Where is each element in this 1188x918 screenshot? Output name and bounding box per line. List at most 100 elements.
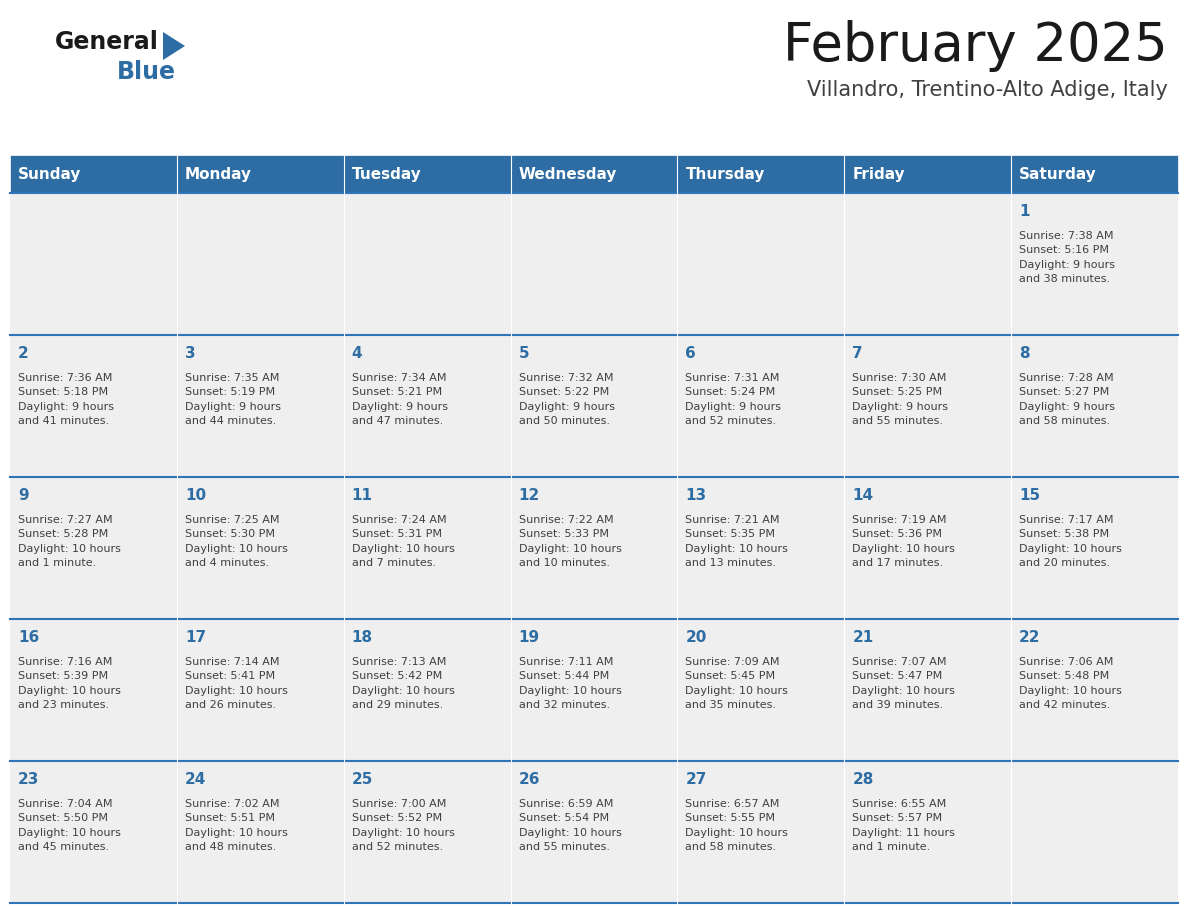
Bar [677,193,845,335]
Text: Sunrise: 7:36 AM
Sunset: 5:18 PM
Daylight: 9 hours
and 41 minutes.: Sunrise: 7:36 AM Sunset: 5:18 PM Dayligh… [18,373,114,426]
Text: 11: 11 [352,487,373,502]
Bar [10,193,177,335]
Text: 8: 8 [1019,345,1030,361]
Text: Sunrise: 7:02 AM
Sunset: 5:51 PM
Daylight: 10 hours
and 48 minutes.: Sunrise: 7:02 AM Sunset: 5:51 PM Dayligh… [185,799,287,852]
Text: Blue: Blue [116,60,176,84]
Text: 2: 2 [18,345,29,361]
Bar [343,619,511,761]
Bar [511,155,677,193]
Bar [511,761,677,903]
Text: Sunrise: 7:34 AM
Sunset: 5:21 PM
Daylight: 9 hours
and 47 minutes.: Sunrise: 7:34 AM Sunset: 5:21 PM Dayligh… [352,373,448,426]
Bar [177,155,343,193]
Text: Sunday: Sunday [18,166,81,182]
Text: 1: 1 [1019,204,1030,218]
Text: Sunrise: 7:38 AM
Sunset: 5:16 PM
Daylight: 9 hours
and 38 minutes.: Sunrise: 7:38 AM Sunset: 5:16 PM Dayligh… [1019,231,1116,285]
Text: Sunrise: 7:22 AM
Sunset: 5:33 PM
Daylight: 10 hours
and 10 minutes.: Sunrise: 7:22 AM Sunset: 5:33 PM Dayligh… [519,515,621,568]
Text: 5: 5 [519,345,529,361]
Text: 10: 10 [185,487,206,502]
Bar [343,193,511,335]
Bar [1011,761,1178,903]
Text: Sunrise: 7:13 AM
Sunset: 5:42 PM
Daylight: 10 hours
and 29 minutes.: Sunrise: 7:13 AM Sunset: 5:42 PM Dayligh… [352,657,455,711]
Text: Saturday: Saturday [1019,166,1097,182]
Text: Sunrise: 7:17 AM
Sunset: 5:38 PM
Daylight: 10 hours
and 20 minutes.: Sunrise: 7:17 AM Sunset: 5:38 PM Dayligh… [1019,515,1121,568]
Bar [845,193,1011,335]
Bar [343,155,511,193]
Bar [677,761,845,903]
Text: Sunrise: 7:35 AM
Sunset: 5:19 PM
Daylight: 9 hours
and 44 minutes.: Sunrise: 7:35 AM Sunset: 5:19 PM Dayligh… [185,373,280,426]
Bar [10,619,177,761]
Bar [677,155,845,193]
Text: 24: 24 [185,771,207,787]
Text: Sunrise: 7:32 AM
Sunset: 5:22 PM
Daylight: 9 hours
and 50 minutes.: Sunrise: 7:32 AM Sunset: 5:22 PM Dayligh… [519,373,614,426]
Text: 13: 13 [685,487,707,502]
Bar [677,335,845,477]
Text: Friday: Friday [852,166,905,182]
Text: 25: 25 [352,771,373,787]
Text: 23: 23 [18,771,39,787]
Bar [177,335,343,477]
Text: 14: 14 [852,487,873,502]
Text: 20: 20 [685,630,707,644]
Text: Sunrise: 7:09 AM
Sunset: 5:45 PM
Daylight: 10 hours
and 35 minutes.: Sunrise: 7:09 AM Sunset: 5:45 PM Dayligh… [685,657,789,711]
Text: Wednesday: Wednesday [519,166,617,182]
Bar [845,155,1011,193]
Text: 15: 15 [1019,487,1041,502]
Text: Sunrise: 7:16 AM
Sunset: 5:39 PM
Daylight: 10 hours
and 23 minutes.: Sunrise: 7:16 AM Sunset: 5:39 PM Dayligh… [18,657,121,711]
Text: 3: 3 [185,345,196,361]
Bar [511,477,677,619]
Text: 9: 9 [18,487,29,502]
Bar [1011,477,1178,619]
Text: Sunrise: 7:11 AM
Sunset: 5:44 PM
Daylight: 10 hours
and 32 minutes.: Sunrise: 7:11 AM Sunset: 5:44 PM Dayligh… [519,657,621,711]
Bar [845,477,1011,619]
Text: Sunrise: 7:07 AM
Sunset: 5:47 PM
Daylight: 10 hours
and 39 minutes.: Sunrise: 7:07 AM Sunset: 5:47 PM Dayligh… [852,657,955,711]
Text: 19: 19 [519,630,539,644]
Text: Tuesday: Tuesday [352,166,422,182]
Text: 12: 12 [519,487,539,502]
Bar [177,477,343,619]
Text: 27: 27 [685,771,707,787]
Text: Sunrise: 6:57 AM
Sunset: 5:55 PM
Daylight: 10 hours
and 58 minutes.: Sunrise: 6:57 AM Sunset: 5:55 PM Dayligh… [685,799,789,852]
Text: Sunrise: 7:14 AM
Sunset: 5:41 PM
Daylight: 10 hours
and 26 minutes.: Sunrise: 7:14 AM Sunset: 5:41 PM Dayligh… [185,657,287,711]
Bar [511,193,677,335]
Text: Monday: Monday [185,166,252,182]
Text: 6: 6 [685,345,696,361]
Text: Thursday: Thursday [685,166,765,182]
Text: Villandro, Trentino-Alto Adige, Italy: Villandro, Trentino-Alto Adige, Italy [807,80,1168,100]
Text: Sunrise: 7:19 AM
Sunset: 5:36 PM
Daylight: 10 hours
and 17 minutes.: Sunrise: 7:19 AM Sunset: 5:36 PM Dayligh… [852,515,955,568]
Bar [10,477,177,619]
Text: 21: 21 [852,630,873,644]
Text: 17: 17 [185,630,206,644]
Text: 26: 26 [519,771,541,787]
Bar [845,761,1011,903]
Polygon shape [163,32,185,60]
Text: Sunrise: 7:31 AM
Sunset: 5:24 PM
Daylight: 9 hours
and 52 minutes.: Sunrise: 7:31 AM Sunset: 5:24 PM Dayligh… [685,373,782,426]
Bar [343,761,511,903]
Bar [511,335,677,477]
Text: 4: 4 [352,345,362,361]
Text: Sunrise: 6:59 AM
Sunset: 5:54 PM
Daylight: 10 hours
and 55 minutes.: Sunrise: 6:59 AM Sunset: 5:54 PM Dayligh… [519,799,621,852]
Text: General: General [55,30,159,54]
Text: 22: 22 [1019,630,1041,644]
Text: 18: 18 [352,630,373,644]
Bar [677,619,845,761]
Text: 16: 16 [18,630,39,644]
Bar [677,477,845,619]
Bar [511,619,677,761]
Bar [177,193,343,335]
Text: Sunrise: 7:28 AM
Sunset: 5:27 PM
Daylight: 9 hours
and 58 minutes.: Sunrise: 7:28 AM Sunset: 5:27 PM Dayligh… [1019,373,1116,426]
Text: Sunrise: 7:27 AM
Sunset: 5:28 PM
Daylight: 10 hours
and 1 minute.: Sunrise: 7:27 AM Sunset: 5:28 PM Dayligh… [18,515,121,568]
Text: Sunrise: 7:06 AM
Sunset: 5:48 PM
Daylight: 10 hours
and 42 minutes.: Sunrise: 7:06 AM Sunset: 5:48 PM Dayligh… [1019,657,1121,711]
Bar [343,477,511,619]
Bar [845,335,1011,477]
Text: 7: 7 [852,345,862,361]
Bar [1011,335,1178,477]
Text: February 2025: February 2025 [783,20,1168,72]
Bar [1011,155,1178,193]
Text: Sunrise: 7:30 AM
Sunset: 5:25 PM
Daylight: 9 hours
and 55 minutes.: Sunrise: 7:30 AM Sunset: 5:25 PM Dayligh… [852,373,948,426]
Bar [1011,619,1178,761]
Bar [10,335,177,477]
Bar [845,619,1011,761]
Text: Sunrise: 7:24 AM
Sunset: 5:31 PM
Daylight: 10 hours
and 7 minutes.: Sunrise: 7:24 AM Sunset: 5:31 PM Dayligh… [352,515,455,568]
Bar [10,155,177,193]
Text: Sunrise: 7:00 AM
Sunset: 5:52 PM
Daylight: 10 hours
and 52 minutes.: Sunrise: 7:00 AM Sunset: 5:52 PM Dayligh… [352,799,455,852]
